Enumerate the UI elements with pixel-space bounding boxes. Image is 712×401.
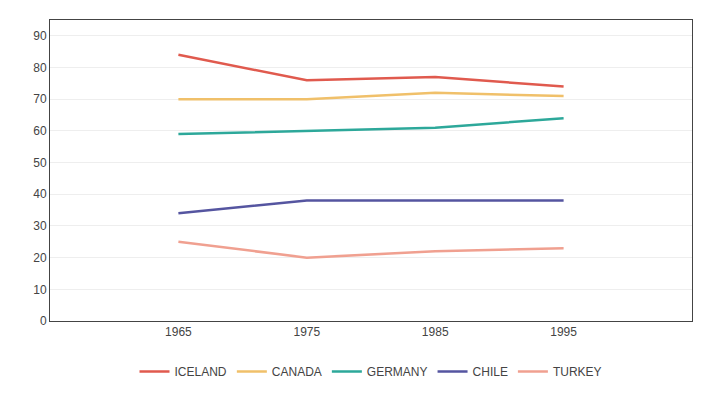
svg-text:40: 40 [33,187,47,201]
svg-text:CHILE: CHILE [473,365,508,379]
svg-text:20: 20 [33,251,47,265]
svg-text:GERMANY: GERMANY [367,365,428,379]
svg-text:1985: 1985 [422,325,449,339]
svg-text:70: 70 [33,92,47,106]
svg-text:50: 50 [33,156,47,170]
svg-text:0: 0 [40,314,47,328]
svg-text:60: 60 [33,124,47,138]
svg-text:80: 80 [33,61,47,75]
svg-text:30: 30 [33,219,47,233]
svg-text:1965: 1965 [165,325,192,339]
svg-text:1975: 1975 [293,325,320,339]
svg-text:1995: 1995 [550,325,577,339]
svg-text:CANADA: CANADA [272,365,322,379]
svg-text:90: 90 [33,29,47,43]
svg-text:TURKEY: TURKEY [553,365,602,379]
svg-text:ICELAND: ICELAND [175,365,227,379]
svg-text:10: 10 [33,283,47,297]
